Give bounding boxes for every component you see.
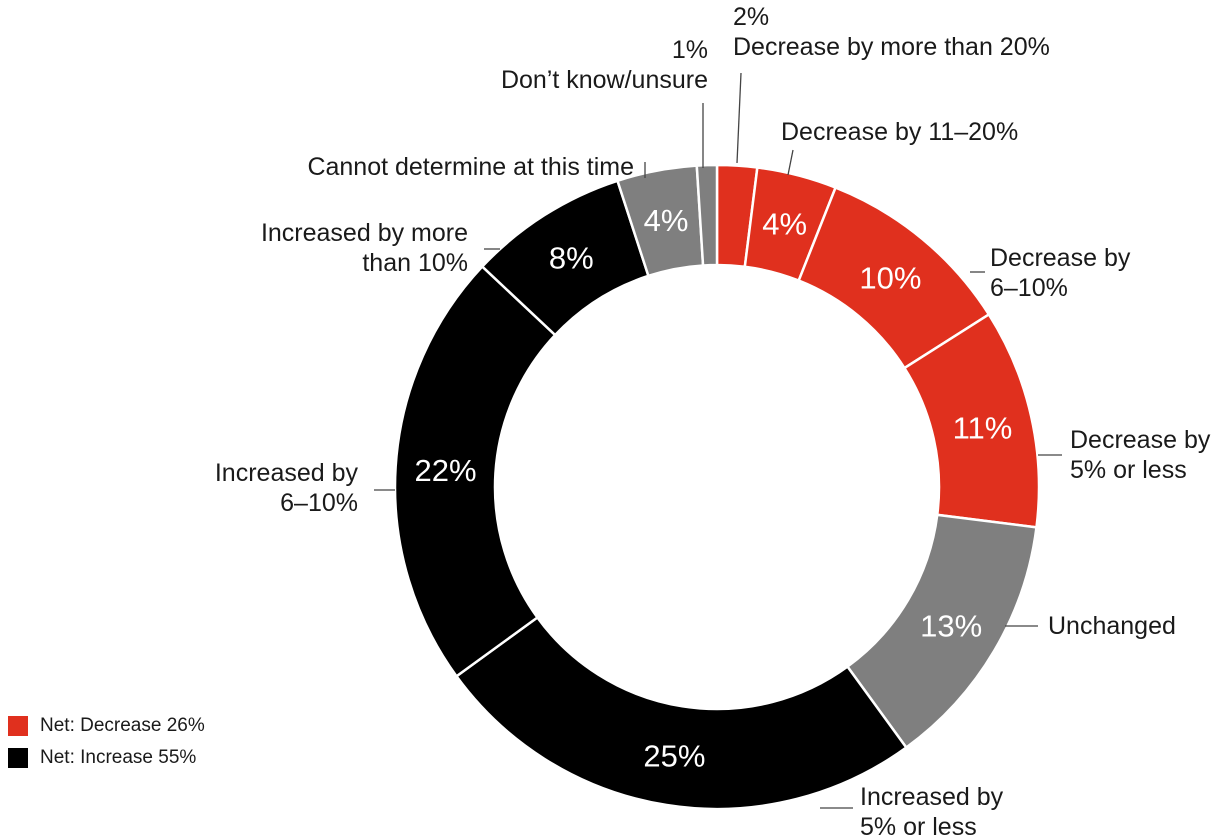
slice-value-label: 11% (953, 411, 1013, 446)
leader-line (736, 72, 742, 164)
legend-label-increase: Net: Increase 55% (40, 747, 197, 768)
legend-item-increase: Net: Increase 55% (8, 742, 205, 774)
legend-swatch-decrease (8, 716, 28, 736)
slice-category-label: Decrease by 5% or less (1070, 426, 1211, 484)
slice-category-label: 2% Decrease by more than 20% (733, 3, 1050, 61)
slice-category-label: Decrease by 6–10% (990, 244, 1131, 302)
slice-value-label: 8% (549, 240, 594, 275)
slice-category-label: Unchanged (1048, 612, 1176, 640)
legend-swatch-increase (8, 748, 28, 768)
slice-category-label: Increased by 5% or less (860, 783, 1004, 835)
legend: Net: Decrease 26% Net: Increase 55% (8, 710, 205, 774)
slice-category-label: Increased by 6–10% (215, 459, 359, 517)
leader-line (787, 149, 794, 176)
slice-category-label: 1% Don’t know/unsure (501, 36, 708, 94)
slice-category-label: Cannot determine at this time (307, 153, 634, 181)
slice-value-label: 4% (644, 203, 689, 238)
slice-value-label: 13% (920, 608, 982, 643)
slice-value-label: 22% (415, 453, 477, 488)
slice-value-label: 4% (762, 207, 807, 242)
legend-item-decrease: Net: Decrease 26% (8, 710, 205, 742)
slice-increased-by-6-10 (393, 264, 557, 679)
slice-value-label: 25% (643, 739, 705, 774)
slice-category-label: Increased by more than 10% (261, 219, 468, 277)
slice-increased-by-5-or-less (454, 615, 909, 811)
legend-label-decrease: Net: Decrease 26% (40, 715, 205, 736)
slice-value-label: 10% (859, 260, 921, 295)
slice-category-label: Decrease by 11–20% (781, 118, 1018, 146)
